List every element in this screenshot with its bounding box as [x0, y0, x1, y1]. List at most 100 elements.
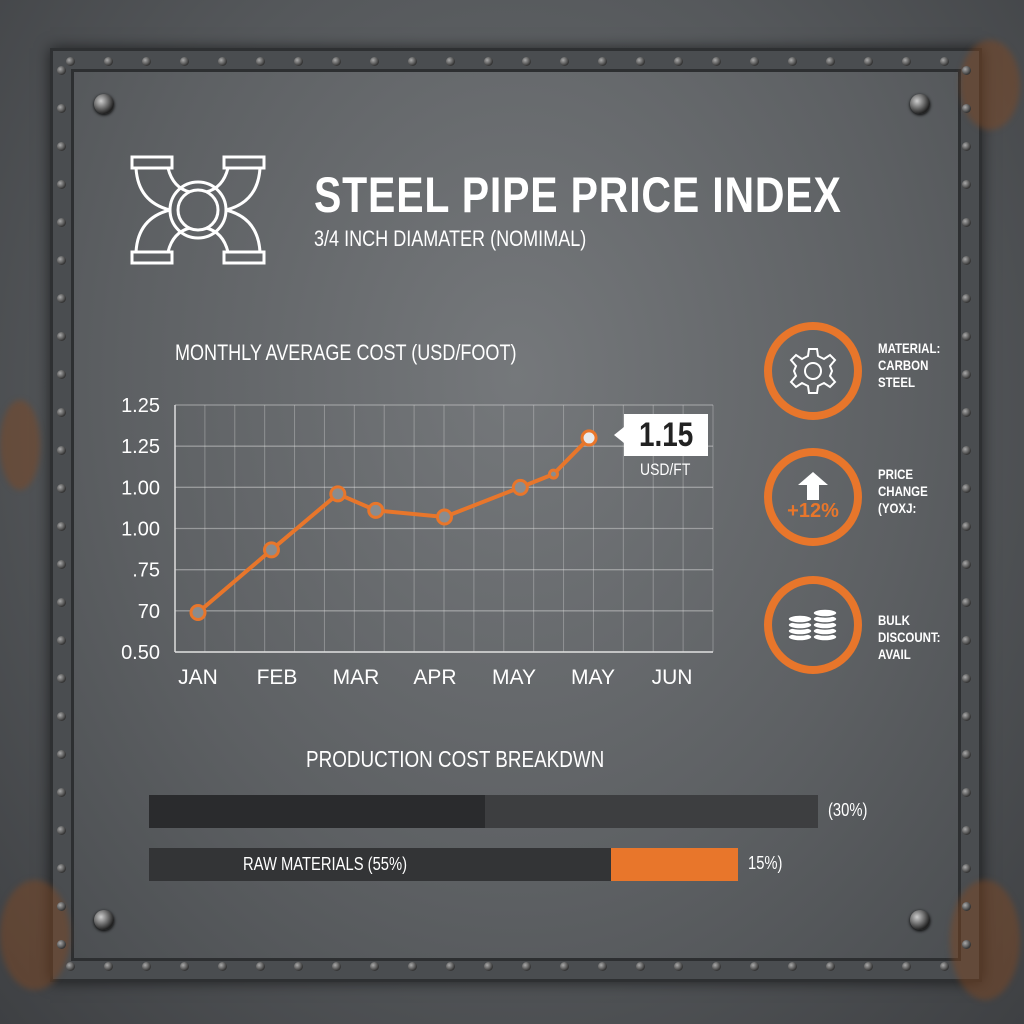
page-title-text: STEEL PIPE PRICE INDEX: [314, 167, 842, 223]
cost-bar-2-value: 15%): [748, 853, 790, 874]
rivet: [446, 962, 455, 971]
rivet: [962, 864, 971, 873]
rust-stain: [950, 880, 1020, 1000]
data-point: [548, 468, 559, 480]
data-point: [367, 501, 385, 519]
x-tick-label: MAY: [492, 666, 536, 689]
rivet: [940, 57, 949, 66]
rivet: [180, 962, 189, 971]
stat-line: AVAIL: [878, 646, 911, 662]
rivet: [57, 636, 66, 645]
latest-value: 1.15: [638, 415, 694, 454]
rivet: [57, 256, 66, 265]
rivet: [57, 940, 66, 949]
rivet: [902, 57, 911, 66]
y-tick-label: 0.50: [121, 642, 160, 664]
y-tick-label: 70: [138, 601, 160, 623]
stat-line: BULK: [878, 612, 910, 628]
bulk-discount-stat-label: BULK DISCOUNT: AVAIL: [878, 612, 968, 663]
rivet: [66, 57, 75, 66]
stat-line: CHANGE: [878, 483, 928, 499]
y-tick-label: 1.00: [121, 519, 160, 541]
gear-icon: [789, 348, 837, 394]
rivet: [788, 962, 797, 971]
rivet: [962, 256, 971, 265]
rivet: [962, 826, 971, 835]
rivet: [902, 962, 911, 971]
breakdown-title: PRODUCTION COST BREAKDWN: [306, 746, 670, 773]
cost-bar-1-value-text: (30%): [828, 800, 868, 820]
rivet: [104, 962, 113, 971]
latest-value-callout: 1.15: [614, 414, 708, 456]
rivet: [522, 57, 531, 66]
raw-materials-label: RAW MATERIALS (55%): [243, 854, 443, 875]
page-title: STEEL PIPE PRICE INDEX: [314, 166, 957, 224]
rivet: [180, 57, 189, 66]
rivet: [57, 712, 66, 721]
rivet: [57, 104, 66, 113]
x-tick-label: APR: [413, 666, 456, 689]
rivet: [962, 332, 971, 341]
rivet: [57, 218, 66, 227]
rivet: [962, 674, 971, 683]
price-change-stat-ring: +12%: [764, 448, 862, 546]
rivet: [57, 294, 66, 303]
x-tick-label: JUN: [652, 666, 693, 689]
raw-materials-label-text: RAW MATERIALS (55%): [243, 854, 408, 874]
rivet: [332, 57, 341, 66]
rivet: [598, 962, 607, 971]
rivet: [940, 962, 949, 971]
rivet: [788, 57, 797, 66]
cost-bar-1-fill: [149, 795, 485, 828]
data-point: [329, 485, 347, 503]
rivet: [218, 57, 227, 66]
cost-bar-1: [149, 795, 818, 828]
page-subtitle: 3/4 INCH DIAMATER (NOMIMAL): [314, 226, 646, 252]
x-tick-label: MAY: [571, 666, 615, 689]
page-subtitle-text: 3/4 INCH DIAMATER (NOMIMAL): [314, 226, 587, 251]
y-tick-label: 1.00: [121, 477, 160, 499]
rivet: [636, 57, 645, 66]
x-tick-label: MAR: [333, 666, 380, 689]
stat-line: DISCOUNT:: [878, 629, 941, 645]
rivet: [962, 750, 971, 759]
cost-bar-2-fill: [149, 848, 611, 881]
latest-value-unit: USD/FT: [640, 460, 701, 480]
rivet: [674, 57, 683, 66]
rivet: [408, 57, 417, 66]
rivet: [962, 218, 971, 227]
rivet: [57, 864, 66, 873]
rivet: [962, 180, 971, 189]
rivet: [826, 57, 835, 66]
rivet: [864, 57, 873, 66]
rivet: [57, 408, 66, 417]
rivet: [962, 940, 971, 949]
rivet: [962, 484, 971, 493]
rust-stain: [0, 400, 40, 490]
rivet: [598, 57, 607, 66]
rivet: [962, 712, 971, 721]
pipe-fitting-cross-icon: [130, 155, 266, 265]
rivet: [826, 962, 835, 971]
cost-bar-2-accent: [611, 848, 738, 881]
bulk-discount-stat-ring: [764, 576, 862, 674]
rivet: [218, 962, 227, 971]
rivet: [332, 962, 341, 971]
rivet: [57, 180, 66, 189]
x-tick-label: FEB: [257, 666, 298, 689]
rivet: [560, 57, 569, 66]
rivet: [484, 57, 493, 66]
rivet: [57, 560, 66, 569]
y-tick-label: 1.25: [121, 436, 160, 458]
rivet: [57, 446, 66, 455]
corner-bolt: [94, 94, 114, 114]
rivet: [57, 902, 66, 911]
rivet: [57, 522, 66, 531]
rivet: [636, 962, 645, 971]
stat-line: MATERIAL:: [878, 340, 941, 356]
rivet: [408, 962, 417, 971]
rivet: [142, 962, 151, 971]
rivet: [57, 332, 66, 341]
rivet: [674, 962, 683, 971]
rivet: [370, 962, 379, 971]
